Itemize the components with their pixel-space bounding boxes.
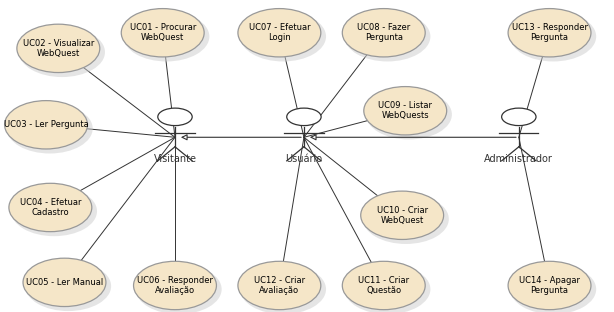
- Text: UC01 - Procurar
WebQuest: UC01 - Procurar WebQuest: [130, 23, 196, 42]
- Ellipse shape: [133, 261, 216, 310]
- Text: UC12 - Criar
Avaliação: UC12 - Criar Avaliação: [254, 276, 305, 295]
- Ellipse shape: [363, 194, 449, 244]
- Ellipse shape: [238, 8, 321, 57]
- Ellipse shape: [343, 8, 425, 57]
- Ellipse shape: [123, 12, 209, 61]
- Text: UC07 - Efetuar
Login: UC07 - Efetuar Login: [249, 23, 310, 42]
- Ellipse shape: [240, 264, 326, 312]
- Ellipse shape: [23, 258, 106, 306]
- Text: UC13 - Responder
Pergunta: UC13 - Responder Pergunta: [511, 23, 588, 42]
- Ellipse shape: [363, 86, 447, 135]
- Ellipse shape: [136, 264, 222, 312]
- Ellipse shape: [19, 27, 105, 77]
- Text: UC06 - Responder
Avaliação: UC06 - Responder Avaliação: [137, 276, 213, 295]
- Ellipse shape: [17, 24, 99, 73]
- Circle shape: [502, 108, 536, 125]
- Ellipse shape: [508, 8, 591, 57]
- Ellipse shape: [366, 90, 452, 139]
- Text: Visitante: Visitante: [154, 154, 196, 164]
- Ellipse shape: [7, 104, 93, 154]
- Ellipse shape: [343, 261, 425, 310]
- Text: UC11 - Criar
Questão: UC11 - Criar Questão: [358, 276, 410, 295]
- Ellipse shape: [9, 183, 92, 232]
- Ellipse shape: [344, 12, 430, 61]
- Text: Usuário: Usuário: [286, 154, 322, 164]
- Text: UC14 - Apagar
Pergunta: UC14 - Apagar Pergunta: [519, 276, 580, 295]
- Ellipse shape: [11, 186, 97, 236]
- Text: UC08 - Fazer
Pergunta: UC08 - Fazer Pergunta: [357, 23, 410, 42]
- Text: UC09 - Listar
WebQuests: UC09 - Listar WebQuests: [378, 101, 432, 120]
- Text: UC05 - Ler Manual: UC05 - Ler Manual: [26, 278, 103, 287]
- Ellipse shape: [510, 12, 596, 61]
- Ellipse shape: [238, 261, 321, 310]
- Text: Administrador: Administrador: [484, 154, 553, 164]
- Ellipse shape: [510, 264, 596, 312]
- Ellipse shape: [122, 8, 204, 57]
- Ellipse shape: [344, 264, 430, 312]
- Ellipse shape: [25, 261, 111, 311]
- Text: UC02 - Visualizar
WebQuest: UC02 - Visualizar WebQuest: [23, 39, 94, 58]
- Circle shape: [158, 108, 192, 125]
- Ellipse shape: [508, 261, 591, 310]
- Circle shape: [287, 108, 321, 125]
- Ellipse shape: [4, 100, 88, 149]
- Text: UC03 - Ler Pergunta: UC03 - Ler Pergunta: [4, 120, 88, 129]
- Text: UC04 - Efetuar
Cadastro: UC04 - Efetuar Cadastro: [20, 198, 81, 217]
- Text: UC10 - Criar
WebQuest: UC10 - Criar WebQuest: [376, 206, 428, 225]
- Ellipse shape: [361, 191, 443, 240]
- Ellipse shape: [240, 12, 326, 61]
